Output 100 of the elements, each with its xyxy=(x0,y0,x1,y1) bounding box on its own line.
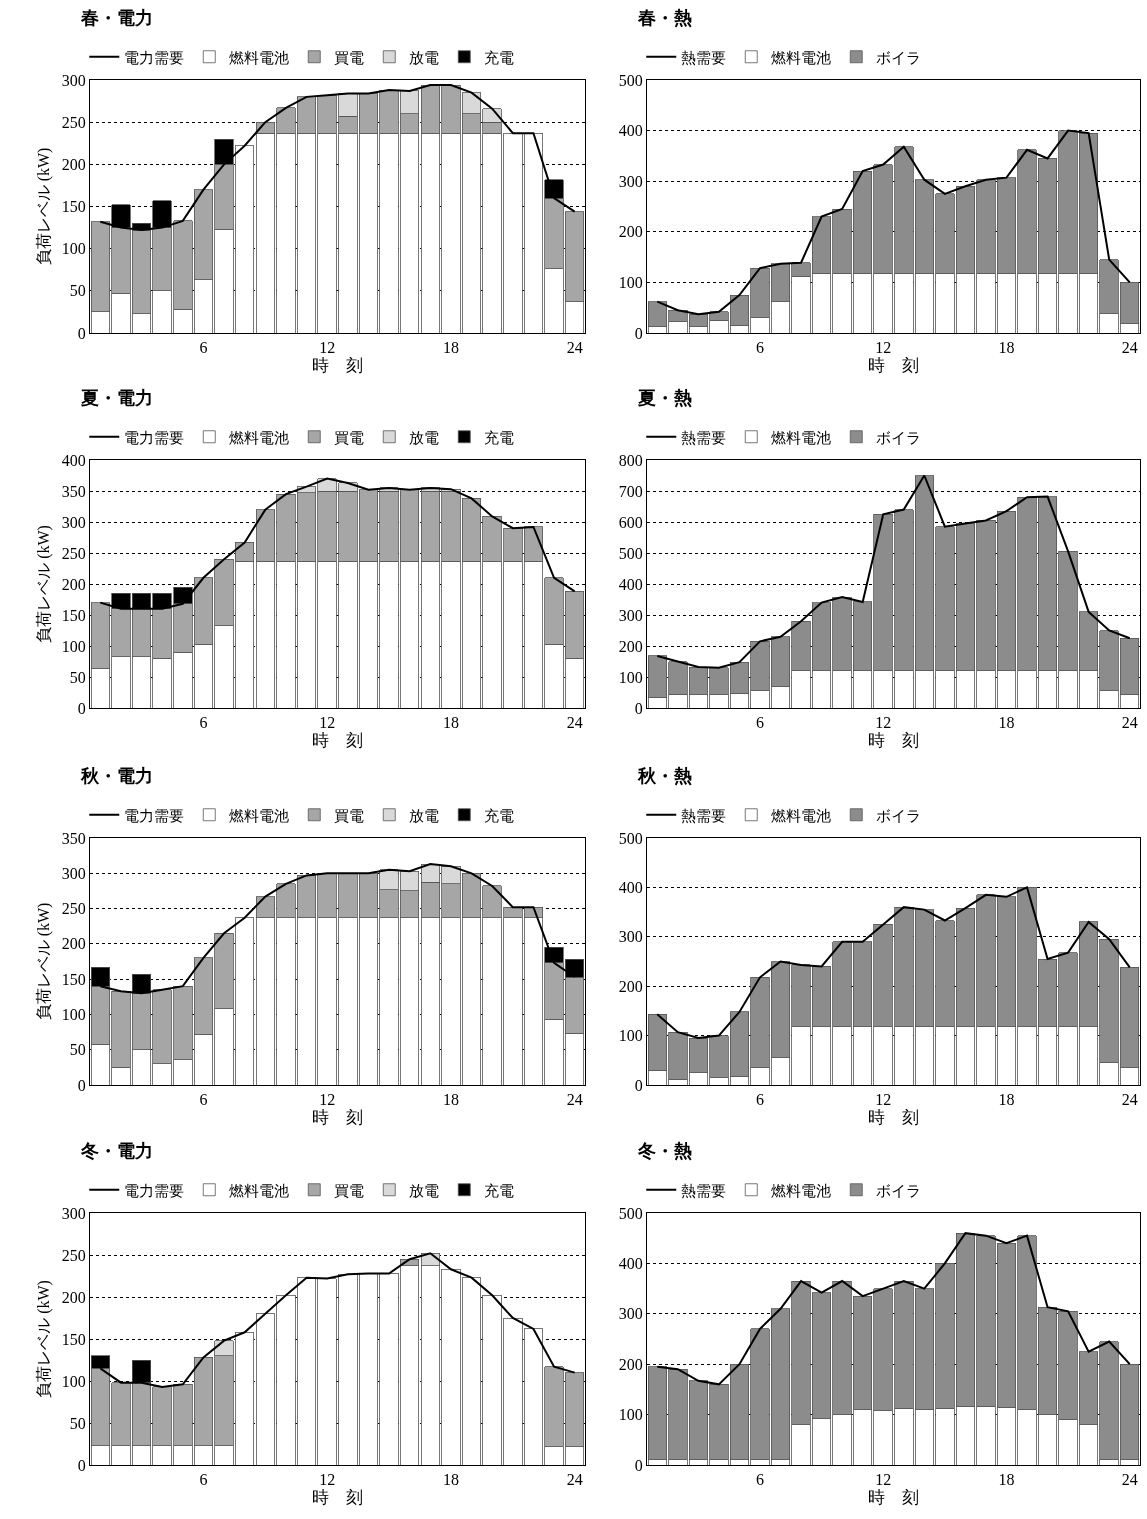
chart-title: 夏・熱 xyxy=(637,388,692,408)
x-tick-label: 6 xyxy=(755,1091,764,1109)
x-tick-label: 12 xyxy=(319,714,336,732)
legend-label: 放電 xyxy=(409,49,440,66)
y-tick-label: 150 xyxy=(61,606,86,624)
y-tick-label: 250 xyxy=(61,1246,86,1264)
legend-label: 熱需要 xyxy=(681,1182,727,1199)
x-tick-label: 24 xyxy=(566,714,583,732)
y-tick-label: 100 xyxy=(618,668,643,686)
x-tick-label: 18 xyxy=(442,339,459,357)
legend-label: 買電 xyxy=(334,1182,365,1199)
x-tick-label: 24 xyxy=(566,1091,583,1109)
legend-label: 熱需要 xyxy=(681,429,727,446)
y-tick-label: 50 xyxy=(69,668,86,686)
x-tick-label: 18 xyxy=(998,339,1015,357)
x-axis-title: 時 刻 xyxy=(312,731,363,751)
x-tick-label: 6 xyxy=(755,1471,764,1489)
legend-label: 充電 xyxy=(484,1182,515,1199)
x-axis-title: 時 刻 xyxy=(312,1108,363,1128)
x-tick-label: 6 xyxy=(199,714,208,732)
y-tick-label: 100 xyxy=(618,1027,643,1045)
y-tick-label: 500 xyxy=(618,829,643,847)
y-tick-label: 0 xyxy=(77,324,86,342)
x-tick-label: 12 xyxy=(875,339,892,357)
legend-label: 買電 xyxy=(334,807,365,824)
legend-label: 燃料電池 xyxy=(771,429,832,446)
y-tick-label: 200 xyxy=(618,977,643,995)
y-tick-label: 300 xyxy=(61,513,86,531)
y-tick-label: 100 xyxy=(618,274,643,291)
chart-title: 秋・電力 xyxy=(80,766,153,786)
legend-label: 電力需要 xyxy=(124,49,185,66)
x-tick-label: 12 xyxy=(319,1471,336,1489)
y-tick-label: 0 xyxy=(77,1456,86,1474)
y-tick-label: 700 xyxy=(618,482,643,500)
y-tick-label: 400 xyxy=(618,879,643,896)
y-tick-label: 200 xyxy=(618,223,643,241)
legend-label: 燃料電池 xyxy=(771,49,832,66)
y-tick-label: 100 xyxy=(61,240,86,258)
x-axis-title: 時 刻 xyxy=(868,1108,919,1128)
chart-title: 春・電力 xyxy=(80,8,153,28)
legend-label: 熱需要 xyxy=(681,807,727,824)
legend-label: 燃料電池 xyxy=(229,49,290,66)
y-tick-label: 50 xyxy=(69,282,86,300)
legend-label: 電力需要 xyxy=(124,1182,185,1199)
x-axis-title: 時 刻 xyxy=(312,356,363,376)
legend-label: 買電 xyxy=(334,429,365,446)
x-tick-label: 18 xyxy=(998,1471,1015,1489)
y-tick-label: 0 xyxy=(634,324,643,342)
legend-label: 熱需要 xyxy=(681,49,727,66)
y-tick-label: 100 xyxy=(61,1372,86,1390)
legend-label: 燃料電池 xyxy=(771,1182,832,1199)
y-tick-label: 200 xyxy=(618,1355,643,1373)
y-tick-label: 0 xyxy=(77,1076,86,1094)
legend-label: 電力需要 xyxy=(124,807,185,824)
x-tick-label: 6 xyxy=(199,1091,208,1109)
legend-label: 燃料電池 xyxy=(229,807,290,824)
y-tick-label: 200 xyxy=(61,935,86,953)
x-tick-label: 12 xyxy=(875,1471,892,1489)
chart-title: 冬・電力 xyxy=(80,1141,153,1161)
y-tick-label: 0 xyxy=(77,699,86,717)
x-tick-label: 24 xyxy=(1121,339,1138,357)
x-tick-label: 24 xyxy=(566,1471,583,1489)
legend-label: 充電 xyxy=(484,429,515,446)
y-axis-title: 負荷レベル (kW) xyxy=(34,525,53,643)
y-tick-label: 50 xyxy=(69,1414,86,1432)
y-tick-label: 300 xyxy=(61,71,86,89)
y-tick-label: 100 xyxy=(61,637,86,655)
x-tick-label: 18 xyxy=(442,1471,459,1489)
y-tick-label: 0 xyxy=(634,1076,643,1094)
x-tick-label: 6 xyxy=(199,1471,208,1489)
y-tick-label: 800 xyxy=(618,451,643,469)
y-axis-title: 負荷レベル (kW) xyxy=(34,1280,53,1398)
legend-label: ボイラ xyxy=(876,429,922,446)
legend-label: 燃料電池 xyxy=(229,429,290,446)
y-tick-label: 200 xyxy=(61,575,86,593)
legend-label: ボイラ xyxy=(876,807,922,824)
legend-label: 放電 xyxy=(409,429,440,446)
legend-label: ボイラ xyxy=(876,1182,922,1199)
y-tick-label: 300 xyxy=(618,606,643,624)
y-tick-label: 200 xyxy=(61,155,86,173)
y-tick-label: 300 xyxy=(61,864,86,882)
chart-title: 秋・熱 xyxy=(637,766,692,786)
legend-label: 燃料電池 xyxy=(771,807,832,824)
y-tick-label: 400 xyxy=(618,575,643,593)
y-axis-title: 負荷レベル (kW) xyxy=(34,902,53,1021)
legend-label: 放電 xyxy=(409,1182,440,1199)
y-tick-label: 100 xyxy=(61,1006,86,1024)
y-tick-label: 400 xyxy=(618,1255,643,1272)
y-tick-label: 500 xyxy=(618,1204,643,1222)
y-tick-label: 0 xyxy=(634,1456,643,1474)
y-tick-label: 300 xyxy=(61,1204,86,1222)
y-tick-label: 150 xyxy=(61,198,86,216)
x-axis-title: 時 刻 xyxy=(868,731,919,751)
x-axis-title: 時 刻 xyxy=(312,1488,363,1508)
y-tick-label: 350 xyxy=(61,482,86,500)
x-tick-label: 12 xyxy=(875,1091,892,1109)
x-tick-label: 18 xyxy=(442,1091,459,1109)
x-tick-label: 6 xyxy=(755,339,764,357)
y-tick-label: 600 xyxy=(618,513,643,531)
y-axis-title: 負荷レベル (kW) xyxy=(34,147,53,266)
